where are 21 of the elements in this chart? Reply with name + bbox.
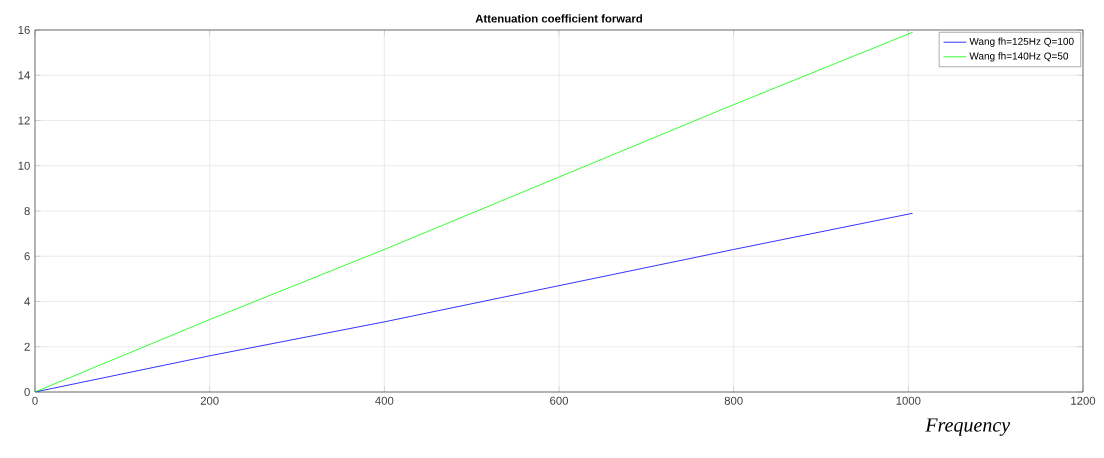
x-axis-title: Frequency: [925, 418, 1011, 436]
legend-label: Wang fh=140Hz Q=50: [969, 52, 1069, 62]
x-tick-label: 800: [724, 396, 743, 405]
y-tick-label: 2: [24, 342, 30, 351]
x-tick-label: 200: [200, 396, 219, 405]
legend-label: Wang fh=125Hz Q=100: [969, 37, 1074, 47]
y-tick-label: 12: [18, 116, 30, 125]
x-tick-label: 600: [550, 396, 569, 405]
x-tick-label: 1000: [896, 396, 921, 405]
chart-title: Attenuation coefficient forward: [475, 14, 642, 23]
x-tick-label: 0: [32, 396, 38, 405]
y-tick-label: 0: [24, 388, 30, 397]
y-tick-label: 6: [24, 252, 30, 261]
y-tick-label: 4: [24, 297, 30, 306]
x-tick-label: 1200: [1071, 396, 1096, 405]
y-tick-label: 10: [18, 161, 30, 170]
x-tick-label: 400: [375, 396, 394, 405]
line-series: [35, 212, 914, 392]
y-tick-label: 14: [18, 71, 30, 80]
y-tick-label: 16: [18, 26, 30, 35]
y-tick-label: 8: [24, 207, 30, 216]
